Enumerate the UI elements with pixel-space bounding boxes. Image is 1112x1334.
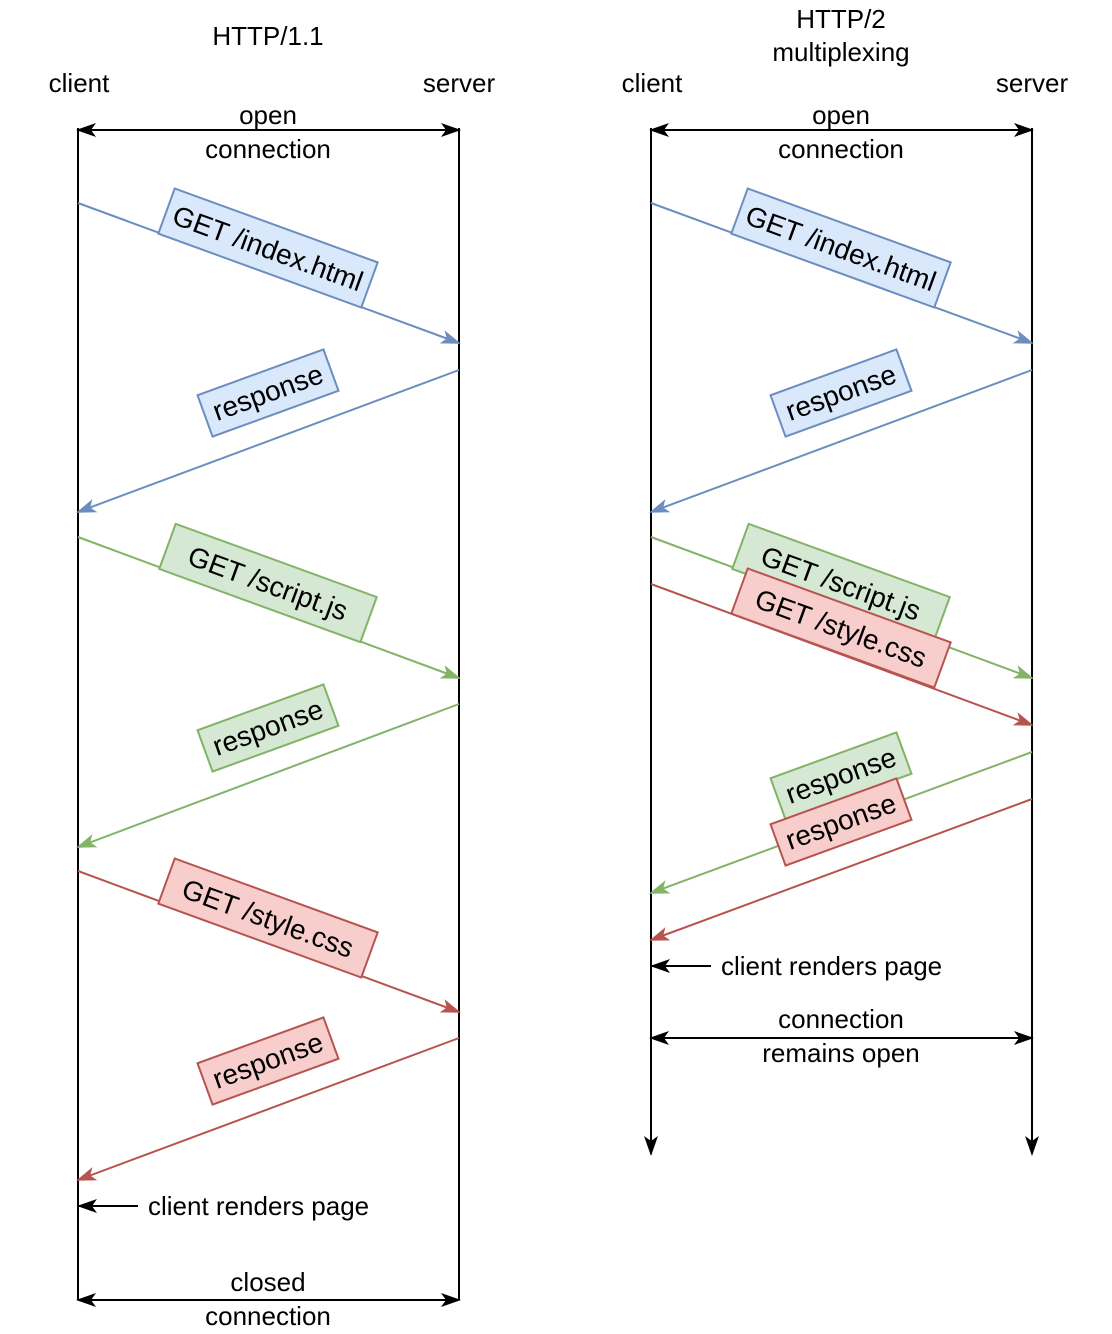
http11-server-label: server [423,68,496,98]
http11-open-label-2: connection [205,134,331,164]
http2-response-style-arrow [649,798,1033,941]
http11-client-label: client [49,68,110,98]
http2-title-2: multiplexing [772,37,909,67]
http2-panel: HTTP/2 multiplexing client server open c… [622,4,1069,1156]
http11-get-script-box: GET /script.js [157,522,379,644]
http11-response-2-box: response [196,683,340,773]
http11-panel: HTTP/1.1 client server open connection G… [49,21,496,1331]
http2-response-1-box: response [769,348,913,438]
http11-response-1-arrow [76,369,460,513]
http2-server-label: server [996,68,1069,98]
http2-response-1-arrow [649,369,1033,513]
http2-get-index-box: GET /index.html [730,187,952,309]
http2-remains-label-1: connection [778,1004,904,1034]
http11-response-3-arrow [76,1037,460,1181]
http2-open-label-1: open [812,100,870,130]
http11-get-style-box: GET /style.css [157,857,379,979]
http11-get-index-box: GET /index.html [157,187,379,309]
http11-closed-label-1: closed [230,1267,305,1297]
http11-response-2-arrow [76,703,460,848]
http11-closed-label-2: connection [205,1301,331,1331]
http2-open-label-2: connection [778,134,904,164]
http11-title: HTTP/1.1 [212,21,323,51]
http2-client-label: client [622,68,683,98]
http11-renders-label: client renders page [148,1191,369,1221]
http11-open-label-1: open [239,100,297,130]
http2-renders-label: client renders page [721,951,942,981]
http2-title-1: HTTP/2 [796,4,886,34]
http2-remains-label-2: remains open [762,1038,920,1068]
